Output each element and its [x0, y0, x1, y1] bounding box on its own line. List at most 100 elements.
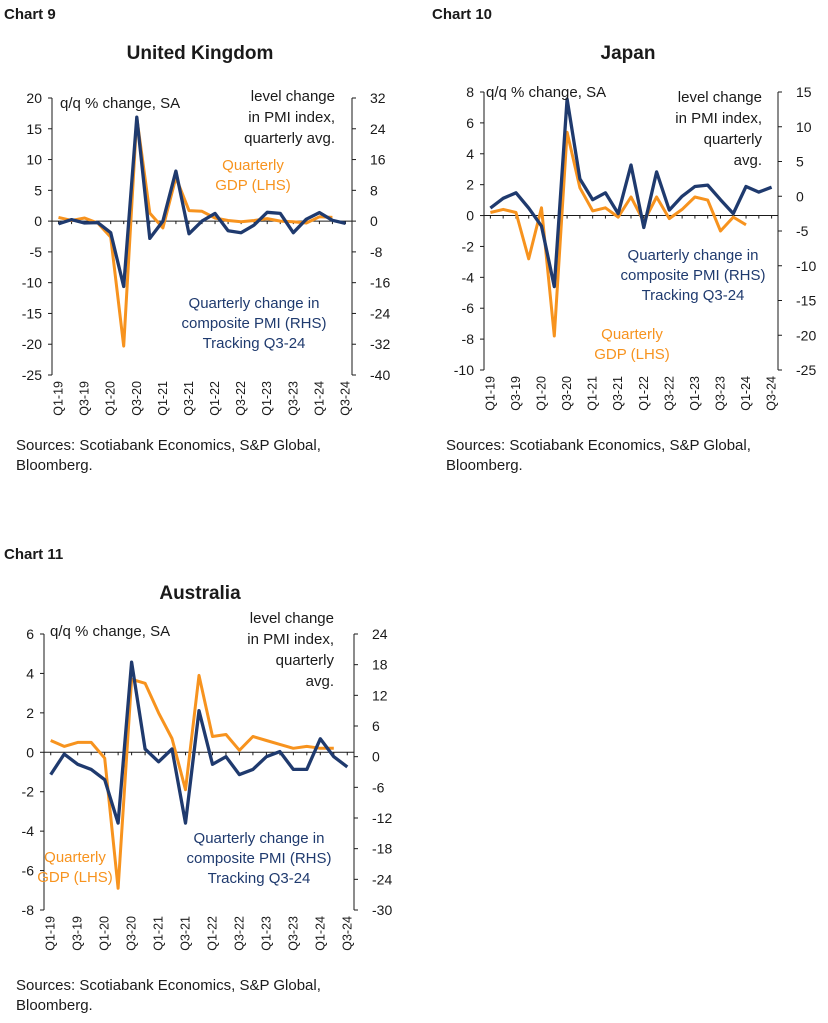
x-tick-label: Q1-21 — [152, 916, 166, 951]
right-axis-caption: quarterly avg. — [244, 130, 335, 147]
sources-line-2: Bloomberg. — [16, 997, 93, 1014]
right-axis-caption: in PMI index, — [247, 631, 334, 648]
right-tick-label: 0 — [796, 188, 804, 204]
left-tick-label: -4 — [462, 269, 475, 285]
x-tick-label: Q3-19 — [78, 381, 92, 416]
left-tick-label: -8 — [22, 902, 35, 918]
x-tick-label: Q1-21 — [156, 381, 170, 416]
left-tick-label: 20 — [26, 90, 42, 106]
left-tick-label: 0 — [466, 208, 474, 224]
chart-australia: 6 4 2 0 -2 -4 -6 -8 24 18 12 6 0 -6 -12 -18 -24 -30 Q1-19 Q… — [22, 610, 393, 951]
sources-line-1: Sources: Scotiabank Economics, S&P Globa… — [446, 437, 751, 454]
left-tick-label: 0 — [26, 744, 34, 760]
left-tick-label: 4 — [26, 665, 34, 681]
left-tick-label: -6 — [462, 300, 475, 316]
left-tick-label: -15 — [22, 305, 42, 321]
left-tick-label: 8 — [466, 84, 474, 100]
pmi-series-line — [489, 97, 773, 289]
pmi-series-label: Quarterly change in — [189, 295, 320, 312]
x-tick-label: Q3-21 — [611, 376, 625, 411]
chart-sources: Sources: Scotiabank Economics, S&P Globa… — [446, 436, 826, 476]
left-tick-label: -10 — [454, 362, 474, 378]
chart-number: Chart 10 — [432, 6, 493, 23]
right-tick-label: -32 — [370, 336, 390, 352]
left-tick-label: -5 — [30, 244, 43, 260]
right-tick-label: 12 — [372, 687, 388, 703]
left-tick-label: 2 — [466, 177, 474, 193]
gdp-series-label: GDP (LHS) — [37, 869, 113, 886]
sources-line-2: Bloomberg. — [16, 457, 93, 474]
right-tick-label: 16 — [370, 152, 386, 168]
right-tick-label: -6 — [372, 779, 385, 795]
x-tick-label: Q3-24 — [338, 381, 352, 416]
x-tick-label: Q3-21 — [182, 381, 196, 416]
right-tick-label: 0 — [370, 213, 378, 229]
left-tick-label: -20 — [22, 336, 42, 352]
right-axis-caption: in PMI index, — [248, 109, 335, 126]
pmi-series-label: composite PMI (RHS) — [186, 850, 331, 867]
chart-panel-australia: Chart 11 Australia 6 4 2 0 -2 -4 -6 -8 24 18 12 6 0 -… — [0, 540, 420, 1023]
x-tick-label: Q3-20 — [560, 376, 574, 411]
right-tick-label: -18 — [372, 841, 392, 857]
left-tick-label: -8 — [462, 331, 475, 347]
right-axis-caption: avg. — [734, 152, 762, 169]
gdp-series-line — [50, 673, 334, 890]
right-tick-label: -30 — [372, 902, 392, 918]
left-axis-caption: q/q % change, SA — [60, 95, 180, 112]
right-tick-label: -25 — [796, 362, 816, 378]
right-axis-caption: quarterly — [276, 652, 335, 669]
left-tick-label: -6 — [22, 863, 35, 879]
right-tick-label: -5 — [796, 223, 809, 239]
chart-japan: 8 6 4 2 0 -2 -4 -6 -8 -10 15 10 5 0 -5 -10 -15 -20 -25 Q1-1… — [454, 84, 817, 411]
x-tick-label: Q1-22 — [208, 381, 222, 416]
sources-line-1: Sources: Scotiabank Economics, S&P Globa… — [16, 437, 321, 454]
left-tick-label: -10 — [22, 275, 42, 291]
x-tick-label: Q1-19 — [44, 916, 58, 951]
right-tick-label: -24 — [372, 871, 392, 887]
right-tick-label: 10 — [796, 119, 812, 135]
left-tick-label: 15 — [26, 121, 42, 137]
left-tick-label: 5 — [34, 182, 42, 198]
x-tick-label: Q3-20 — [125, 916, 139, 951]
gdp-series-label: Quarterly — [601, 326, 663, 343]
right-tick-label: 32 — [370, 90, 386, 106]
right-tick-label: -8 — [370, 244, 383, 260]
right-axis-caption: level change — [678, 89, 762, 106]
chart-title: Australia — [159, 583, 241, 604]
x-tick-label: Q3-24 — [340, 916, 354, 951]
left-tick-label: -2 — [462, 238, 475, 254]
x-tick-label: Q1-20 — [535, 376, 549, 411]
x-tick-label: Q3-24 — [765, 376, 779, 411]
right-axis-caption: quarterly — [704, 131, 763, 148]
pmi-series-label: Tracking Q3-24 — [208, 870, 311, 887]
right-axis-caption: avg. — [306, 673, 334, 690]
x-tick-label: Q1-19 — [483, 376, 497, 411]
right-tick-label: -16 — [370, 275, 390, 291]
x-tick-label: Q3-23 — [286, 916, 300, 951]
pmi-series-label: Quarterly change in — [194, 830, 325, 847]
right-tick-label: 6 — [372, 718, 380, 734]
left-tick-label: 10 — [26, 152, 42, 168]
right-tick-label: -40 — [370, 367, 390, 383]
x-tick-label: Q1-23 — [259, 916, 273, 951]
pmi-series-label: Tracking Q3-24 — [203, 335, 306, 352]
left-tick-label: -4 — [22, 823, 35, 839]
x-tick-label: Q3-23 — [713, 376, 727, 411]
right-tick-label: -24 — [370, 305, 390, 321]
right-tick-label: -12 — [372, 810, 392, 826]
gdp-series-label: GDP (LHS) — [215, 177, 291, 194]
chart-sources: Sources: Scotiabank Economics, S&P Globa… — [16, 436, 396, 476]
pmi-series-label: composite PMI (RHS) — [620, 267, 765, 284]
right-tick-label: 24 — [370, 121, 386, 137]
right-tick-label: -10 — [796, 258, 816, 274]
right-axis-caption: level change — [250, 610, 334, 627]
x-tick-label: Q1-21 — [586, 376, 600, 411]
left-tick-label: 4 — [466, 146, 474, 162]
x-tick-label: Q3-20 — [130, 381, 144, 416]
pmi-series-line — [57, 115, 346, 289]
x-tick-label: Q3-19 — [71, 916, 85, 951]
gdp-series-label: GDP (LHS) — [594, 346, 670, 363]
sources-line-2: Bloomberg. — [446, 457, 523, 474]
x-tick-label: Q1-20 — [104, 381, 118, 416]
left-tick-label: -25 — [22, 367, 42, 383]
